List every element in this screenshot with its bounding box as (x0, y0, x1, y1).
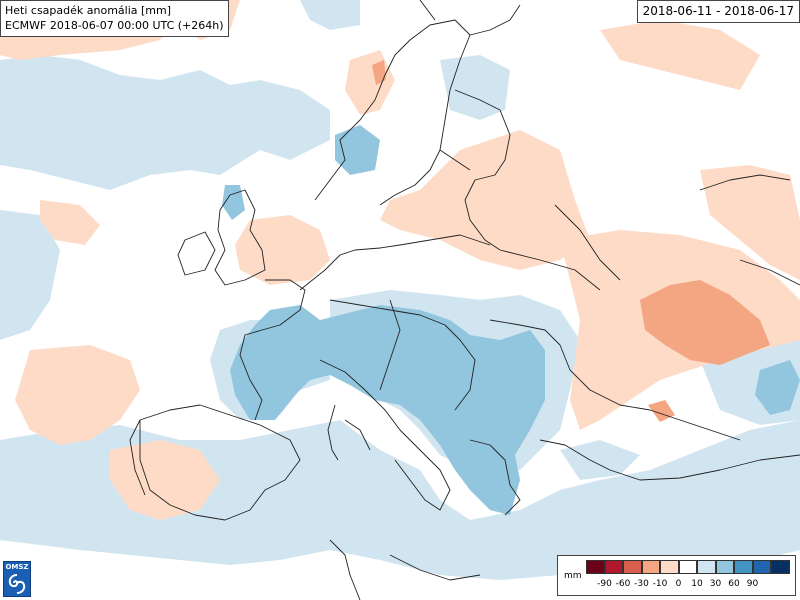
logo-text: OMSZ (5, 563, 29, 571)
legend-swatch (660, 560, 679, 574)
legend-swatch (623, 560, 642, 574)
omsz-logo: OMSZ (3, 561, 31, 597)
legend-swatch (715, 560, 734, 574)
legend-tick-label: -30 (634, 579, 649, 589)
legend-tick-label: 60 (728, 579, 740, 589)
coastlines-and-borders (129, 0, 800, 600)
legend-tick-label: -60 (615, 579, 631, 589)
strong-wet-regions (222, 125, 800, 515)
legend-tick-label: 10 (691, 579, 703, 589)
legend-swatch (734, 560, 753, 574)
legend-unit: mm (564, 571, 582, 581)
logo-swirl-icon (8, 574, 26, 594)
legend-swatch (678, 560, 697, 574)
date-range: 2018-06-11 - 2018-06-17 (642, 4, 794, 18)
legend-swatch (586, 560, 605, 574)
color-legend: mm -90 -60 -30 -10 0 10 30 60 90 (557, 555, 796, 596)
map-title: Heti csapadék anomália [mm] (5, 4, 172, 17)
legend-swatch (641, 560, 660, 574)
legend-swatch (752, 560, 771, 574)
legend-tick-label: 30 (709, 579, 722, 589)
legend-swatch (697, 560, 716, 574)
legend-tick-label: 0 (675, 579, 682, 589)
legend-tick-label: -10 (652, 579, 668, 589)
legend-tick-label: -90 (597, 579, 612, 589)
date-range-box: 2018-06-11 - 2018-06-17 (636, 0, 800, 23)
legend-tick-label: 90 (746, 579, 759, 589)
map-subtitle: ECMWF 2018-06-07 00:00 UTC (+264h) (5, 19, 224, 32)
map-title-box: Heti csapadék anomália [mm] ECMWF 2018-0… (0, 0, 229, 37)
legend-swatch (771, 560, 790, 574)
legend-swatch (604, 560, 623, 574)
